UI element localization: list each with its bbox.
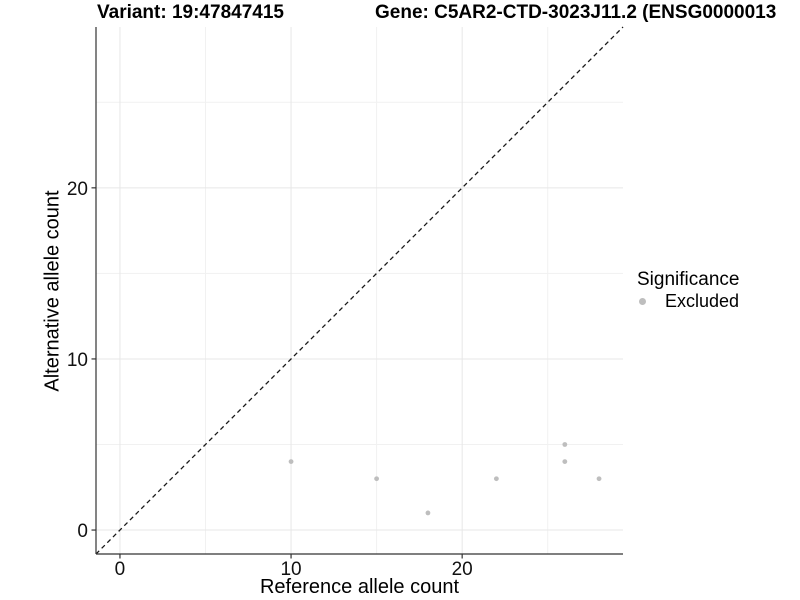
data-point — [596, 476, 602, 482]
data-point — [493, 476, 499, 482]
legend-key — [639, 293, 665, 310]
plot-title-variant: Variant: 19:47847415 — [97, 2, 284, 23]
legend-title: Significance — [637, 269, 740, 290]
legend: Significance Excluded — [637, 269, 739, 310]
data-point — [425, 510, 431, 516]
data-point — [288, 459, 294, 465]
legend-item-label: Excluded — [665, 291, 740, 311]
x-tick-label: 10 — [280, 559, 301, 580]
y-axis-title: Alternative allele count — [41, 190, 64, 392]
x-tick-label: 20 — [452, 559, 473, 580]
y-tick-label: 20 — [67, 179, 88, 200]
x-tick-label: 0 — [115, 559, 126, 580]
data-point — [562, 459, 568, 465]
legend-item-excluded: Excluded — [637, 292, 739, 310]
data-point — [562, 442, 568, 447]
data-point — [374, 476, 380, 482]
y-tick-label: 0 — [77, 521, 88, 542]
identity-dashed-line — [95, 26, 624, 555]
y-tick-label: 10 — [67, 350, 88, 371]
plot-title-gene: Gene: C5AR2-CTD-3023J11.2 (ENSG0000013 — [375, 2, 777, 23]
x-axis-title: Reference allele count — [259, 576, 459, 598]
excluded-point-icon — [639, 297, 646, 305]
